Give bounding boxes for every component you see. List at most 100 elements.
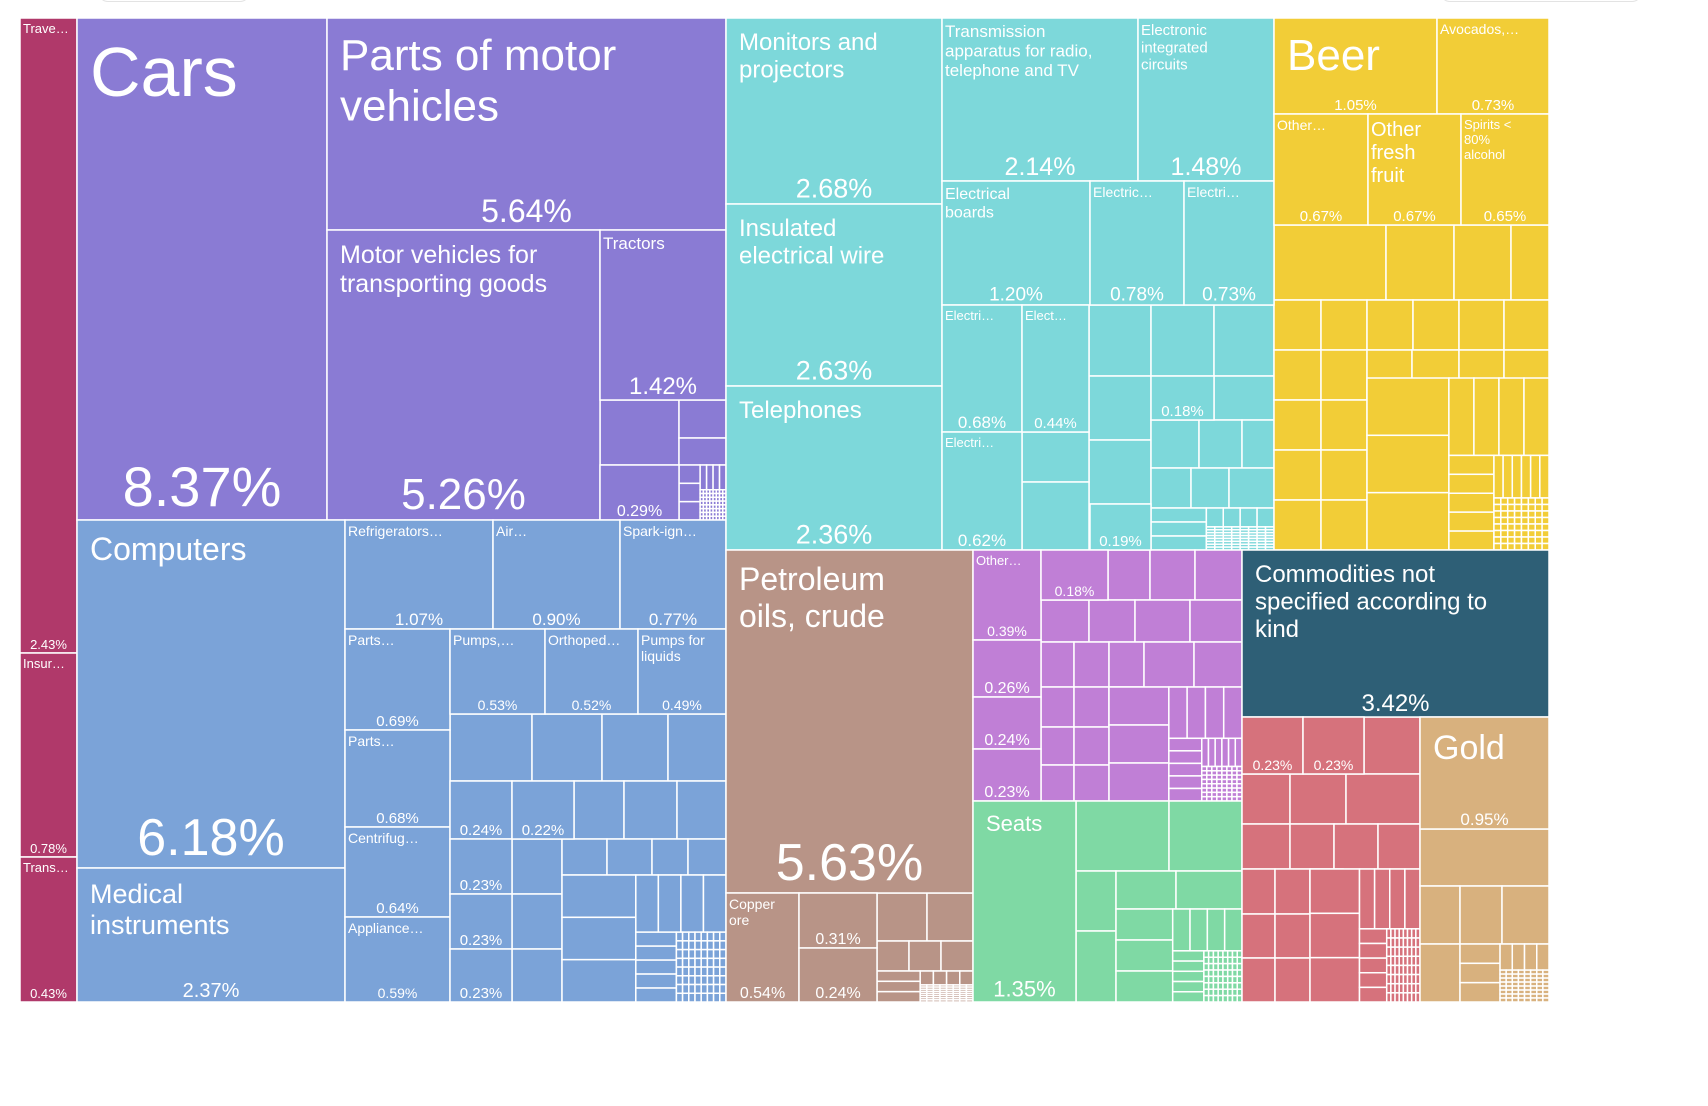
treemap-cell[interactable] xyxy=(561,838,608,876)
treemap-small-cell[interactable] xyxy=(1473,377,1500,457)
treemap-small-cell[interactable] xyxy=(1502,454,1514,499)
treemap-small-cell[interactable] xyxy=(706,975,715,986)
treemap-cell[interactable] xyxy=(1458,299,1505,351)
treemap-cell[interactable] xyxy=(601,713,669,782)
treemap-cell-labeled[interactable] xyxy=(449,893,513,950)
treemap-small-cell[interactable] xyxy=(635,931,678,947)
treemap-cell-labeled[interactable] xyxy=(725,17,943,205)
treemap-cell-labeled[interactable] xyxy=(1089,180,1185,306)
treemap-small-cell[interactable] xyxy=(712,464,721,491)
treemap-cell-labeled[interactable] xyxy=(1436,17,1550,115)
treemap-small-cell[interactable] xyxy=(1493,529,1502,538)
treemap-small-cell[interactable] xyxy=(1541,497,1550,506)
treemap-cell[interactable] xyxy=(1345,773,1421,825)
treemap-small-cell[interactable] xyxy=(1513,529,1523,538)
treemap-cell[interactable] xyxy=(876,940,910,972)
treemap-small-cell[interactable] xyxy=(1150,507,1208,523)
treemap-cell-labeled[interactable] xyxy=(326,229,601,521)
treemap-cell[interactable] xyxy=(449,713,533,782)
treemap-small-cell[interactable] xyxy=(712,931,721,942)
treemap-small-cell[interactable] xyxy=(706,940,715,951)
treemap-small-cell[interactable] xyxy=(876,990,921,1003)
treemap-cell-labeled[interactable] xyxy=(1241,716,1304,775)
treemap-small-cell[interactable] xyxy=(1520,516,1530,525)
treemap-small-cell[interactable] xyxy=(1168,737,1203,752)
treemap-small-cell[interactable] xyxy=(1500,497,1509,506)
treemap-cell[interactable] xyxy=(1040,686,1075,728)
treemap-cell-labeled[interactable] xyxy=(1273,113,1369,226)
treemap-small-cell[interactable] xyxy=(1527,529,1536,538)
treemap-cell-labeled[interactable] xyxy=(972,748,1042,802)
treemap-small-cell[interactable] xyxy=(700,940,709,951)
treemap-cell[interactable] xyxy=(1453,224,1512,301)
treemap-cell-labeled[interactable] xyxy=(1302,716,1365,775)
treemap-cell-labeled[interactable] xyxy=(492,519,621,630)
treemap-small-cell[interactable] xyxy=(688,948,696,960)
treemap-small-cell[interactable] xyxy=(1239,507,1258,528)
treemap-cell[interactable] xyxy=(1510,224,1550,301)
treemap-small-cell[interactable] xyxy=(1534,542,1543,551)
treemap-cell[interactable] xyxy=(1320,349,1368,401)
treemap-cell[interactable] xyxy=(876,892,928,942)
treemap-small-cell[interactable] xyxy=(657,874,682,933)
treemap-cell-labeled[interactable] xyxy=(725,203,943,387)
treemap-small-cell[interactable] xyxy=(1506,542,1516,551)
treemap-cell[interactable] xyxy=(1021,431,1090,483)
treemap-small-cell[interactable] xyxy=(1493,503,1502,512)
treemap-small-cell[interactable] xyxy=(1214,737,1223,768)
treemap-small-cell[interactable] xyxy=(700,975,709,986)
treemap-small-cell[interactable] xyxy=(1389,868,1406,930)
treemap-small-cell[interactable] xyxy=(1168,775,1203,790)
treemap-cell-labeled[interactable] xyxy=(19,856,78,1003)
treemap-small-cell[interactable] xyxy=(1527,503,1536,512)
treemap-cell[interactable] xyxy=(1213,375,1275,421)
treemap-cell-labeled[interactable] xyxy=(1273,17,1438,115)
treemap-small-cell[interactable] xyxy=(1459,962,1501,984)
treemap-small-cell[interactable] xyxy=(1358,928,1388,945)
treemap-small-cell[interactable] xyxy=(1207,737,1216,768)
treemap-cell-labeled[interactable] xyxy=(599,464,680,521)
treemap-small-cell[interactable] xyxy=(952,999,961,1003)
treemap-cell-labeled[interactable] xyxy=(972,800,1077,1003)
treemap-cell[interactable] xyxy=(1363,716,1421,775)
treemap-small-cell[interactable] xyxy=(694,931,702,942)
treemap-small-cell[interactable] xyxy=(1309,912,1361,959)
treemap-small-cell[interactable] xyxy=(681,940,690,951)
treemap-small-cell[interactable] xyxy=(1493,497,1502,506)
treemap-small-cell[interactable] xyxy=(688,975,696,986)
treemap-small-cell[interactable] xyxy=(1493,454,1504,499)
treemap-small-cell[interactable] xyxy=(688,992,696,1003)
treemap-small-cell[interactable] xyxy=(1529,454,1541,499)
treemap-small-cell[interactable] xyxy=(678,500,701,521)
treemap-small-cell[interactable] xyxy=(1513,497,1523,506)
treemap-small-cell[interactable] xyxy=(688,983,696,995)
treemap-cell-labeled[interactable] xyxy=(1460,113,1550,226)
treemap-cell-labeled[interactable] xyxy=(19,652,78,858)
treemap-small-cell[interactable] xyxy=(1500,529,1509,538)
treemap-cell-labeled[interactable] xyxy=(449,948,513,1003)
treemap-small-cell[interactable] xyxy=(1189,908,1209,952)
treemap-cell[interactable] xyxy=(1273,399,1322,451)
treemap-small-cell[interactable] xyxy=(1541,523,1550,532)
treemap-small-cell[interactable] xyxy=(1493,510,1502,519)
treemap-small-cell[interactable] xyxy=(1513,516,1523,525)
treemap-small-cell[interactable] xyxy=(1534,503,1543,512)
treemap-small-cell[interactable] xyxy=(1520,523,1530,532)
treemap-cell[interactable] xyxy=(1143,641,1195,688)
treemap-small-cell[interactable] xyxy=(705,464,714,491)
treemap-cell[interactable] xyxy=(1273,349,1322,401)
treemap-small-cell[interactable] xyxy=(688,940,696,951)
treemap-small-cell[interactable] xyxy=(700,983,709,995)
treemap-small-cell[interactable] xyxy=(680,874,705,933)
treemap-cell[interactable] xyxy=(1503,299,1550,351)
treemap-small-cell[interactable] xyxy=(1500,523,1509,532)
treemap-small-cell[interactable] xyxy=(1536,997,1544,1003)
treemap-small-cell[interactable] xyxy=(1168,787,1203,802)
treemap-cell[interactable] xyxy=(511,948,563,1003)
treemap-small-cell[interactable] xyxy=(1168,762,1203,777)
treemap-small-cell[interactable] xyxy=(1541,529,1550,538)
treemap-small-cell[interactable] xyxy=(694,983,702,995)
treemap-small-cell[interactable] xyxy=(1500,510,1509,519)
treemap-small-cell[interactable] xyxy=(675,992,684,1003)
treemap-small-cell[interactable] xyxy=(1366,377,1450,437)
